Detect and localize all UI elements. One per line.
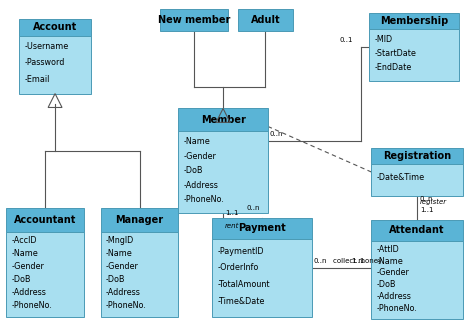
Bar — [371, 241, 463, 319]
Bar — [6, 208, 84, 232]
Text: -Time&Date: -Time&Date — [217, 297, 264, 306]
Text: 1..1: 1..1 — [420, 207, 433, 213]
Bar — [101, 232, 178, 317]
Bar — [371, 219, 463, 241]
Bar — [238, 9, 292, 31]
Text: -Gender: -Gender — [11, 262, 44, 271]
Bar — [371, 148, 463, 164]
Bar — [212, 217, 311, 239]
Text: -AccID: -AccID — [11, 236, 37, 245]
Text: -Address: -Address — [106, 288, 141, 297]
Text: rent: rent — [225, 223, 239, 230]
Text: -PaymentID: -PaymentID — [217, 247, 264, 256]
Text: -EndDate: -EndDate — [374, 63, 411, 72]
Text: -PhoneNo.: -PhoneNo. — [376, 304, 417, 313]
Text: -DoB: -DoB — [106, 275, 125, 284]
Text: -DoB: -DoB — [11, 275, 31, 284]
Bar — [161, 9, 228, 31]
Bar — [369, 13, 459, 29]
Bar — [101, 208, 178, 232]
Text: -Name: -Name — [376, 257, 403, 266]
Text: Account: Account — [33, 23, 77, 32]
Text: register: register — [420, 198, 447, 205]
Text: 0..1: 0..1 — [339, 37, 353, 43]
Bar — [19, 19, 91, 36]
Text: 0..n: 0..n — [270, 131, 283, 137]
Text: Attendant: Attendant — [389, 225, 445, 235]
Text: -MID: -MID — [374, 35, 392, 44]
Text: -DoB: -DoB — [183, 166, 203, 175]
Text: -Gender: -Gender — [183, 151, 216, 161]
Text: -Date&Time: -Date&Time — [376, 173, 424, 182]
Text: Manager: Manager — [116, 215, 164, 225]
Text: Member: Member — [201, 115, 246, 125]
Bar — [369, 29, 459, 81]
Bar — [178, 109, 268, 131]
Text: -Address: -Address — [11, 288, 46, 297]
Text: -Gender: -Gender — [106, 262, 139, 271]
Text: -Name: -Name — [106, 249, 133, 258]
Text: -TotalAmount: -TotalAmount — [217, 280, 270, 289]
Text: Adult: Adult — [251, 15, 280, 25]
Bar — [178, 131, 268, 213]
Text: -PhoneNo.: -PhoneNo. — [183, 195, 224, 204]
Text: -StartDate: -StartDate — [374, 49, 416, 58]
Text: -Email: -Email — [24, 75, 50, 84]
Text: -Address: -Address — [183, 181, 218, 190]
Text: -PhoneNo.: -PhoneNo. — [11, 301, 52, 310]
Text: Membership: Membership — [380, 16, 448, 26]
Text: Registration: Registration — [383, 151, 451, 161]
Bar — [6, 232, 84, 317]
Text: Accountant: Accountant — [14, 215, 76, 225]
Text: -Name: -Name — [11, 249, 38, 258]
Text: -PhoneNo.: -PhoneNo. — [106, 301, 146, 310]
Text: -MngID: -MngID — [106, 236, 134, 245]
Text: 1..1: 1..1 — [351, 258, 365, 264]
Text: New member: New member — [158, 15, 230, 25]
Text: -Username: -Username — [24, 43, 69, 51]
Text: -Name: -Name — [183, 137, 210, 146]
Text: -Address: -Address — [376, 292, 411, 301]
Text: 0..n: 0..n — [420, 196, 433, 202]
Text: 1..1: 1..1 — [225, 210, 238, 215]
Text: -DoB: -DoB — [376, 280, 396, 289]
Text: -AttID: -AttID — [376, 245, 399, 254]
Bar — [212, 239, 311, 317]
Bar — [371, 164, 463, 196]
Text: -Password: -Password — [24, 59, 64, 67]
Text: collect money: collect money — [333, 258, 383, 264]
Bar — [19, 36, 91, 94]
Text: 0..n: 0..n — [313, 258, 327, 264]
Text: -Gender: -Gender — [376, 268, 409, 278]
Text: Payment: Payment — [238, 223, 286, 233]
Text: -OrderInfo: -OrderInfo — [217, 264, 258, 272]
Text: 0..n: 0..n — [247, 205, 260, 211]
